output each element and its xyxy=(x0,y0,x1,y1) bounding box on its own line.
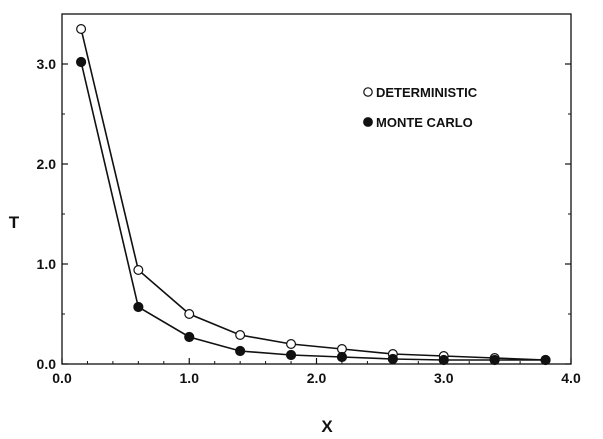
y-tick-label: 2.0 xyxy=(37,156,57,172)
data-point-monte-carlo xyxy=(540,354,551,366)
data-point-deterministic xyxy=(286,339,297,350)
data-point-deterministic xyxy=(184,309,195,320)
data-point-monte-carlo xyxy=(489,354,500,366)
x-axis-title: X xyxy=(321,417,333,436)
data-point-deterministic xyxy=(76,24,87,35)
data-point-monte-carlo xyxy=(387,353,398,365)
legend-label-deterministic: DETERMINISTIC xyxy=(376,85,478,100)
legend-label-monte-carlo: MONTE CARLO xyxy=(376,115,473,130)
y-tick-label: 1.0 xyxy=(37,256,57,272)
series-line-deterministic xyxy=(80,28,546,361)
series-lines xyxy=(80,28,546,361)
data-point-monte-carlo xyxy=(184,331,195,343)
data-point-deterministic xyxy=(133,265,144,276)
x-tick-label: 4.0 xyxy=(561,370,581,386)
data-point-monte-carlo xyxy=(285,349,297,361)
data-point-deterministic xyxy=(235,330,246,341)
x-tick-label: 1.0 xyxy=(180,370,200,386)
data-point-monte-carlo xyxy=(133,301,144,313)
data-point-monte-carlo xyxy=(336,351,348,363)
data-point-monte-carlo xyxy=(75,56,87,68)
legend: DETERMINISTIC MONTE CARLO xyxy=(363,85,478,130)
x-tick-label: 3.0 xyxy=(434,370,454,386)
y-tick-label: 3.0 xyxy=(37,56,57,72)
y-axis-title: T xyxy=(9,213,20,232)
y-tick-label: 0.0 xyxy=(37,356,57,372)
x-tick-label: 2.0 xyxy=(307,370,327,386)
ticks xyxy=(61,63,572,365)
data-point-monte-carlo xyxy=(235,345,246,357)
legend-marker-deterministic xyxy=(363,87,373,97)
legend-marker-monte-carlo xyxy=(363,117,373,127)
data-point-monte-carlo xyxy=(438,354,449,366)
series-markers xyxy=(75,24,551,366)
x-tick-label: 0.0 xyxy=(52,370,72,386)
series-line-monte-carlo xyxy=(80,61,546,361)
tick-labels: 0.0 1.0 2.0 3.0 4.0 0.0 1.0 2.0 3.0 xyxy=(37,56,581,386)
